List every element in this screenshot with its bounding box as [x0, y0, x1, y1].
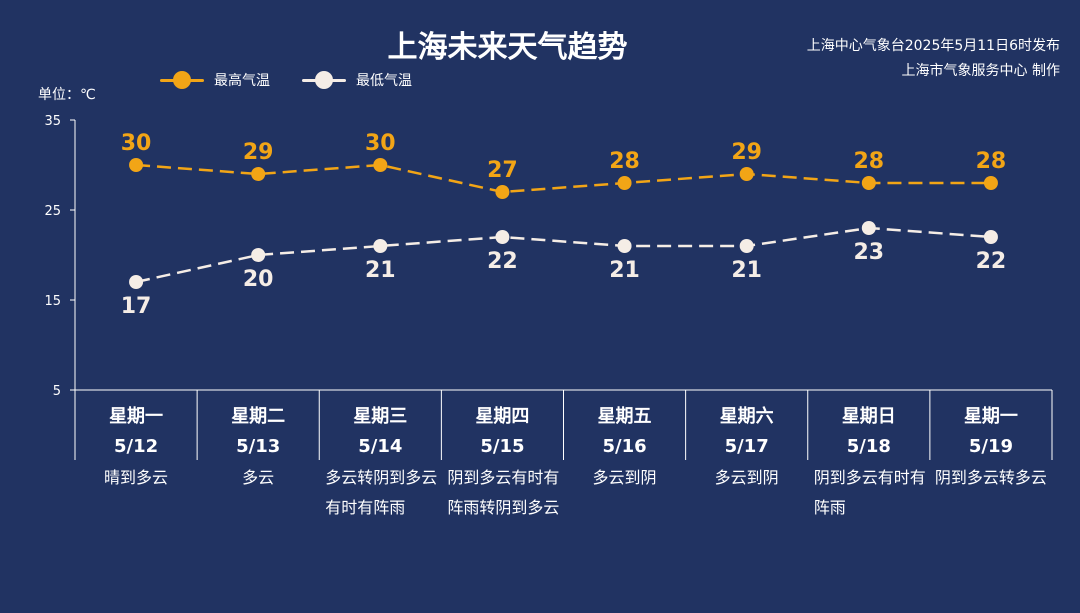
date-label: 5/18: [847, 436, 891, 457]
max-temp-point: [739, 167, 754, 181]
min-temp-label: 22: [487, 249, 518, 274]
min-temp-label: 21: [365, 258, 396, 283]
date-label: 5/15: [480, 436, 524, 457]
date-label: 5/13: [236, 436, 280, 457]
weather-label: 阴到多云有时有阵雨: [813, 468, 926, 517]
min-temp-point: [251, 248, 266, 262]
legend-swatch-min: [302, 70, 346, 90]
source-line-1: 上海中心气象台2025年5月11日6时发布: [806, 38, 1060, 54]
max-temp-point: [861, 176, 876, 190]
day-label: 星期一: [964, 406, 1018, 427]
chart-title: 上海未来天气趋势: [387, 30, 628, 65]
y-tick-label: 15: [44, 294, 61, 309]
max-temp-label: 28: [854, 149, 885, 174]
max-temp-label: 28: [976, 149, 1007, 174]
day-label: 星期二: [231, 406, 285, 427]
min-temp-point: [739, 239, 754, 253]
day-label: 星期五: [598, 406, 652, 427]
max-temp-label: 29: [731, 140, 762, 165]
legend-item-min: 最低气温: [302, 70, 412, 90]
date-label: 5/14: [358, 436, 402, 457]
legend: 最高气温 最低气温: [160, 70, 412, 90]
max-temp-point: [617, 176, 632, 190]
date-label: 5/17: [725, 436, 769, 457]
day-label: 星期四: [475, 406, 529, 427]
legend-label-min: 最低气温: [356, 73, 412, 89]
min-temp-point: [373, 239, 388, 253]
weather-label: 多云转阴到多云有时有阵雨: [325, 468, 438, 517]
max-temp-label: 27: [487, 158, 518, 183]
min-temp-label: 23: [854, 240, 885, 265]
min-temp-label: 22: [976, 249, 1007, 274]
legend-swatch-max: [160, 70, 204, 90]
weather-label: 阴到多云有时有阵雨转阴到多云: [447, 468, 560, 517]
date-label: 5/19: [969, 436, 1013, 457]
y-tick-label: 35: [44, 114, 61, 129]
max-temp-point: [251, 167, 266, 181]
weather-label: 阴到多云转多云: [934, 468, 1047, 487]
min-temp-point: [495, 230, 510, 244]
min-temp-label: 21: [609, 258, 640, 283]
day-label: 星期六: [720, 405, 774, 427]
date-label: 5/16: [602, 436, 646, 457]
day-label: 星期日: [842, 406, 896, 427]
day-label: 星期一: [109, 406, 163, 427]
max-temp-line: [135, 163, 991, 194]
max-temp-label: 29: [243, 140, 274, 165]
source-line-2: 上海市气象服务中心 制作: [901, 63, 1060, 79]
max-temp-point: [129, 158, 144, 172]
date-label: 5/12: [114, 436, 158, 457]
y-tick-label: 25: [44, 204, 61, 219]
min-temp-point: [129, 275, 144, 289]
min-temp-point: [617, 239, 632, 253]
min-temp-label: 17: [121, 294, 152, 319]
max-temp-point: [373, 158, 388, 172]
weather-label: 多云: [242, 468, 275, 487]
min-temp-label: 20: [243, 267, 274, 292]
legend-item-max: 最高气温: [160, 70, 270, 90]
max-temp-point: [495, 185, 510, 199]
source-note: 上海中心气象台2025年5月11日6时发布 上海市气象服务中心 制作: [807, 34, 1060, 84]
unit-label: 单位：℃: [38, 87, 96, 103]
min-temp-point: [983, 230, 998, 244]
max-temp-label: 30: [121, 131, 152, 156]
max-temp-label: 30: [365, 131, 396, 156]
legend-label-max: 最高气温: [214, 73, 270, 89]
weather-label: 多云到阴: [714, 468, 779, 487]
weather-label: 多云到阴: [592, 468, 657, 487]
max-temp-point: [983, 176, 998, 190]
min-temp-label: 21: [731, 258, 762, 283]
min-temp-point: [861, 221, 876, 235]
y-tick-label: 5: [53, 384, 61, 399]
min-temp-line: [135, 226, 992, 284]
day-label: 星期三: [353, 406, 407, 427]
max-temp-label: 28: [609, 149, 640, 174]
weather-label: 晴到多云: [104, 468, 169, 487]
